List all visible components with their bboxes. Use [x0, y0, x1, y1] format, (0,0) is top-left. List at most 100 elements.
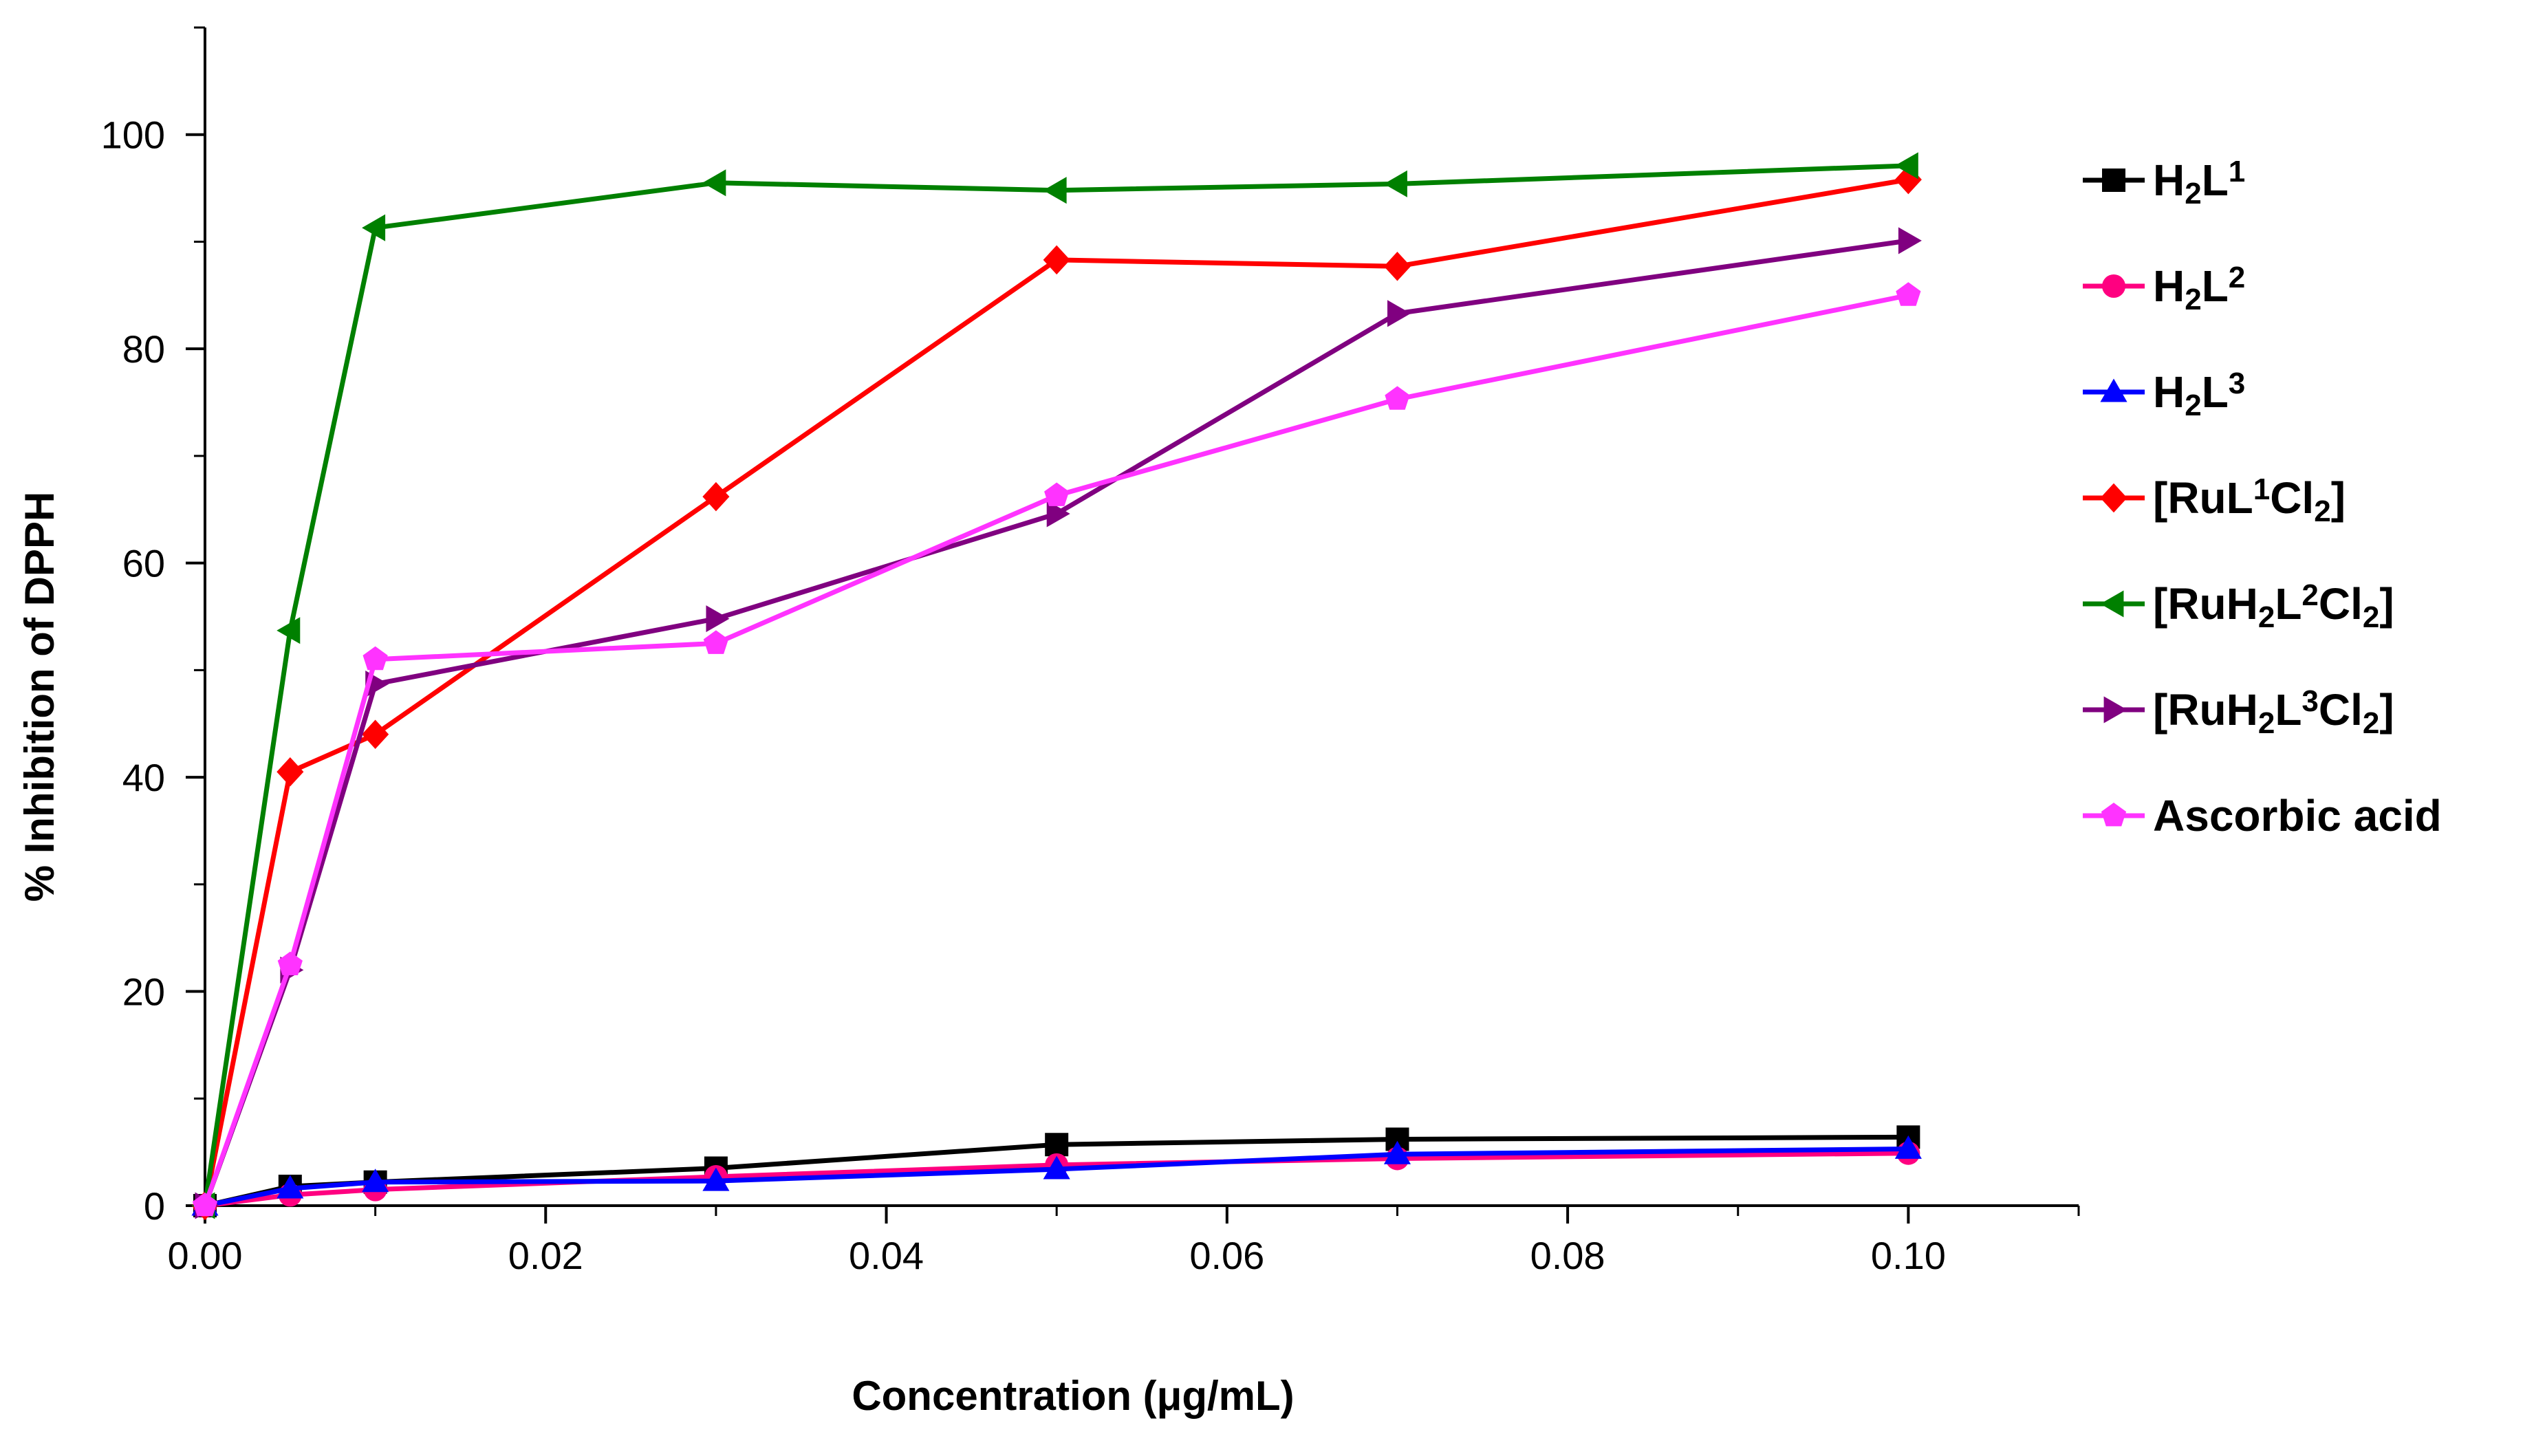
data-point	[1385, 386, 1410, 410]
legend-marker	[2100, 483, 2127, 513]
legend-label-part: 2	[2302, 578, 2318, 612]
legend-label-part: 1	[2229, 155, 2245, 188]
legend-label-part: L	[2202, 261, 2229, 311]
legend-label: [RuL1Cl2]	[2153, 472, 2346, 528]
data-point	[702, 169, 726, 197]
legend-label: Ascorbic acid	[2153, 791, 2442, 840]
legend-entry: [RuL1Cl2]	[2083, 472, 2346, 528]
x-tick-label: 0.08	[1530, 1234, 1605, 1277]
legend-marker	[2100, 378, 2127, 402]
legend-label-part: 3	[2302, 684, 2318, 718]
legend-entry: H2L3	[2083, 367, 2245, 422]
legend-label-part: ]	[2379, 685, 2394, 735]
data-point	[1894, 152, 1918, 180]
legend-label-part: L	[2202, 367, 2229, 417]
legend-marker	[2102, 274, 2125, 298]
y-axis-title: % Inhibition of DPPH	[17, 492, 63, 902]
data-point	[1044, 482, 1070, 506]
series-line	[202, 163, 1909, 1206]
data-point	[277, 951, 303, 976]
legend-label-part: 2	[2363, 706, 2379, 740]
data-point	[1043, 1155, 1070, 1180]
y-tick-label: 20	[122, 970, 165, 1014]
legend-label: [RuH2L3Cl2]	[2153, 684, 2394, 740]
data-point	[1043, 245, 1070, 275]
data-point	[702, 1167, 730, 1191]
x-tick-label: 0.10	[1871, 1234, 1946, 1277]
series-ruh2l3cl2	[195, 227, 1922, 1219]
data-point	[192, 1192, 218, 1217]
legend-label-part: 3	[2229, 367, 2245, 400]
data-point	[1046, 500, 1070, 528]
x-tick-label: 0.00	[168, 1234, 243, 1277]
data-point	[1383, 170, 1407, 197]
x-tick-label: 0.04	[849, 1234, 924, 1277]
data-point	[1045, 1133, 1069, 1157]
legend-label-part: Ascorbic acid	[2153, 791, 2442, 840]
data-point	[706, 605, 730, 633]
legend-label-part: [RuH	[2153, 685, 2258, 735]
legend-entry: H2L2	[2083, 261, 2245, 316]
data-point	[1898, 227, 1922, 254]
legend-marker	[2102, 169, 2125, 192]
data-point	[703, 630, 729, 654]
data-point	[362, 1169, 389, 1193]
legend-layer: H2L1H2L2H2L3[RuL1Cl2][RuH2L2Cl2][RuH2L3C…	[2083, 155, 2442, 840]
legend-label-part: 2	[2314, 495, 2330, 528]
legend-label-part: Cl	[2319, 685, 2363, 735]
data-point	[1383, 1140, 1411, 1164]
legend-label-part: L	[2275, 579, 2302, 629]
legend-label-part: [RuH	[2153, 579, 2258, 629]
series-layer	[191, 152, 1922, 1221]
legend-label-part: L	[2202, 155, 2229, 205]
legend-label: H2L3	[2153, 367, 2245, 422]
legend-label-part: H	[2153, 155, 2185, 205]
series-line	[202, 177, 1909, 1206]
x-tick-label: 0.02	[508, 1234, 583, 1277]
legend-label-part: ]	[2331, 473, 2346, 523]
legend-marker	[2100, 590, 2124, 618]
legend-label-part: 2	[2185, 389, 2201, 422]
series-line	[202, 292, 1909, 1207]
x-tick-label: 0.06	[1189, 1234, 1264, 1277]
data-point	[362, 214, 386, 241]
data-point	[362, 719, 389, 750]
y-tick-label: 80	[122, 327, 165, 371]
data-point	[702, 481, 730, 512]
series-rul1cl2	[191, 164, 1922, 1221]
legend-label: H2L1	[2153, 155, 2245, 210]
data-point	[1383, 252, 1411, 281]
y-tick-label: 60	[122, 542, 165, 585]
legend-label-part: H	[2153, 367, 2185, 417]
legend-label-part: 2	[2185, 283, 2201, 316]
y-tick-label: 40	[122, 756, 165, 799]
data-point	[1894, 1135, 1922, 1159]
legend-label-part: Cl	[2319, 579, 2363, 629]
legend-marker	[2103, 696, 2127, 724]
legend-entry: [RuH2L2Cl2]	[2083, 578, 2394, 634]
data-point	[277, 617, 301, 644]
data-point	[277, 757, 304, 787]
legend-label-part: 2	[2229, 261, 2245, 294]
legend-label-part: H	[2153, 261, 2185, 311]
x-axis-title: Concentration (μg/mL)	[852, 1373, 1294, 1419]
y-tick-label: 0	[144, 1184, 165, 1228]
legend-label-part: ]	[2379, 579, 2394, 629]
legend-label-part: Cl	[2270, 473, 2314, 523]
series-ascorbic-acid	[192, 282, 1921, 1217]
axes-layer: 0.00 0.02 0.04 0.06 0.08 0.10 0 20 40 60 80 100	[101, 26, 2080, 1277]
legend-label-part: 2	[2185, 177, 2201, 210]
y-tick-label: 100	[101, 113, 165, 157]
legend-entry: Ascorbic acid	[2083, 791, 2442, 840]
legend-label-part: 1	[2253, 472, 2270, 506]
series-ruh2l2cl2	[191, 152, 1918, 1219]
data-point	[1043, 177, 1067, 204]
legend-marker	[2101, 802, 2127, 827]
legend-label-part: L	[2275, 685, 2302, 735]
legend-label-part: 2	[2258, 600, 2275, 634]
legend-entry: [RuH2L3Cl2]	[2083, 684, 2394, 740]
data-point	[362, 646, 388, 671]
legend-label: H2L2	[2153, 261, 2245, 316]
